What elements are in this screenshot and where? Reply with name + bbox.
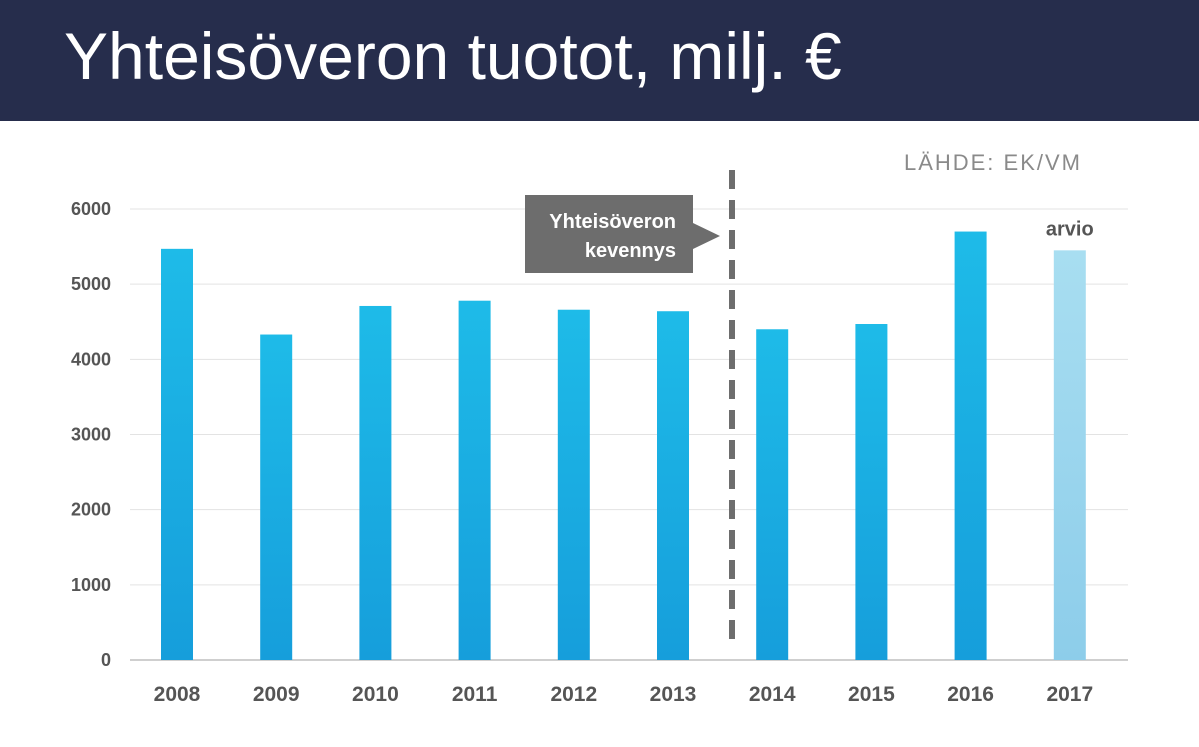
- bar-2017: [1053, 250, 1086, 660]
- x-tick-label: 2015: [848, 683, 895, 706]
- x-tick-label: 2017: [1046, 683, 1093, 706]
- y-tick-label: 4000: [71, 349, 111, 369]
- bars: [161, 231, 1086, 661]
- x-tick-label: 2009: [253, 683, 300, 706]
- page-title: Yhteisöveron tuotot, milj. €: [64, 19, 842, 93]
- bar-2015: [855, 324, 888, 660]
- bar-2012: [557, 309, 590, 660]
- x-tick-label: 2014: [749, 683, 796, 706]
- x-tick-label: 2010: [352, 683, 399, 706]
- x-tick-label: 2012: [550, 683, 597, 706]
- x-tick-label: 2013: [650, 683, 697, 706]
- y-tick-label: 6000: [71, 199, 111, 219]
- y-tick-label: 0: [101, 650, 111, 670]
- x-axis-ticks: 2008 2009 2010 2011 2012 2013 2014 2015 2016 2017: [154, 683, 1094, 706]
- header-banner: Yhteisöveron tuotot, milj. €: [0, 0, 1199, 121]
- bar-2009: [260, 334, 293, 660]
- y-tick-label: 1000: [71, 575, 111, 595]
- bar-2011: [458, 300, 491, 660]
- x-tick-label: 2011: [452, 683, 498, 706]
- bar-2014: [756, 329, 789, 660]
- x-tick-label: 2016: [947, 683, 994, 706]
- bar-2008: [161, 248, 193, 661]
- y-tick-label: 2000: [71, 500, 111, 520]
- bar-2016: [954, 231, 987, 661]
- source-label: LÄHDE: EK/VM: [903, 150, 1082, 175]
- bar-2013: [657, 311, 689, 660]
- y-axis-ticks: 0 1000 2000 3000 4000 5000 6000: [71, 199, 111, 670]
- callout-line-1: Yhteisöveron: [549, 211, 676, 233]
- callout-line-2: kevennys: [585, 240, 676, 262]
- estimate-label: arvio: [1046, 218, 1094, 240]
- y-tick-label: 5000: [71, 274, 111, 294]
- x-tick-label: 2008: [154, 683, 201, 706]
- y-tick-label: 3000: [71, 425, 111, 445]
- bar-2010: [359, 305, 392, 660]
- callout-box: Yhteisöveron kevennys: [525, 195, 720, 273]
